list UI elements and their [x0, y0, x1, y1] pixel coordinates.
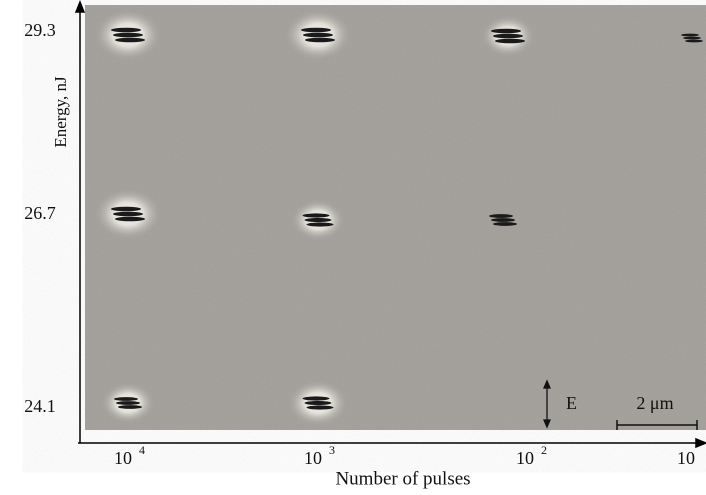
x-tick-exponent: 3 [329, 443, 335, 457]
x-tick-base: 10 [114, 448, 132, 468]
scale-bar-label: 2 μm [636, 393, 673, 413]
ablation-spot [94, 9, 162, 61]
figure: Energy, nJ 29.3 26.7 24.1 10 4 10 3 10 2 10 Nu… [0, 0, 706, 495]
y-tick-label: 24.1 [24, 396, 56, 416]
x-tick-label: 10 3 [304, 443, 335, 468]
ablation-spot [291, 199, 345, 241]
sem-image [85, 5, 706, 430]
x-tick-base: 10 [516, 448, 534, 468]
ablation-spot [489, 214, 517, 226]
y-tick-label: 29.3 [24, 20, 56, 40]
y-tick-label: 26.7 [24, 203, 56, 223]
energy-marker-label: E [566, 393, 577, 413]
x-tick-label: 10 4 [114, 443, 145, 468]
x-tick-exponent: 2 [541, 443, 547, 457]
y-axis-label: Energy, nJ [51, 76, 70, 148]
x-tick-base: 10 [677, 448, 695, 468]
x-tick-exponent: 4 [139, 443, 145, 457]
x-tick-label: 10 [677, 448, 695, 468]
x-tick-base: 10 [304, 448, 322, 468]
x-tick-label: 10 2 [516, 443, 547, 468]
ablation-spot [101, 382, 155, 424]
ablation-spot [284, 9, 352, 61]
ablation-spot [481, 15, 535, 57]
x-axis-label: Number of pulses [335, 468, 470, 489]
ablation-spot [94, 188, 162, 240]
ablation-spot [287, 380, 348, 427]
